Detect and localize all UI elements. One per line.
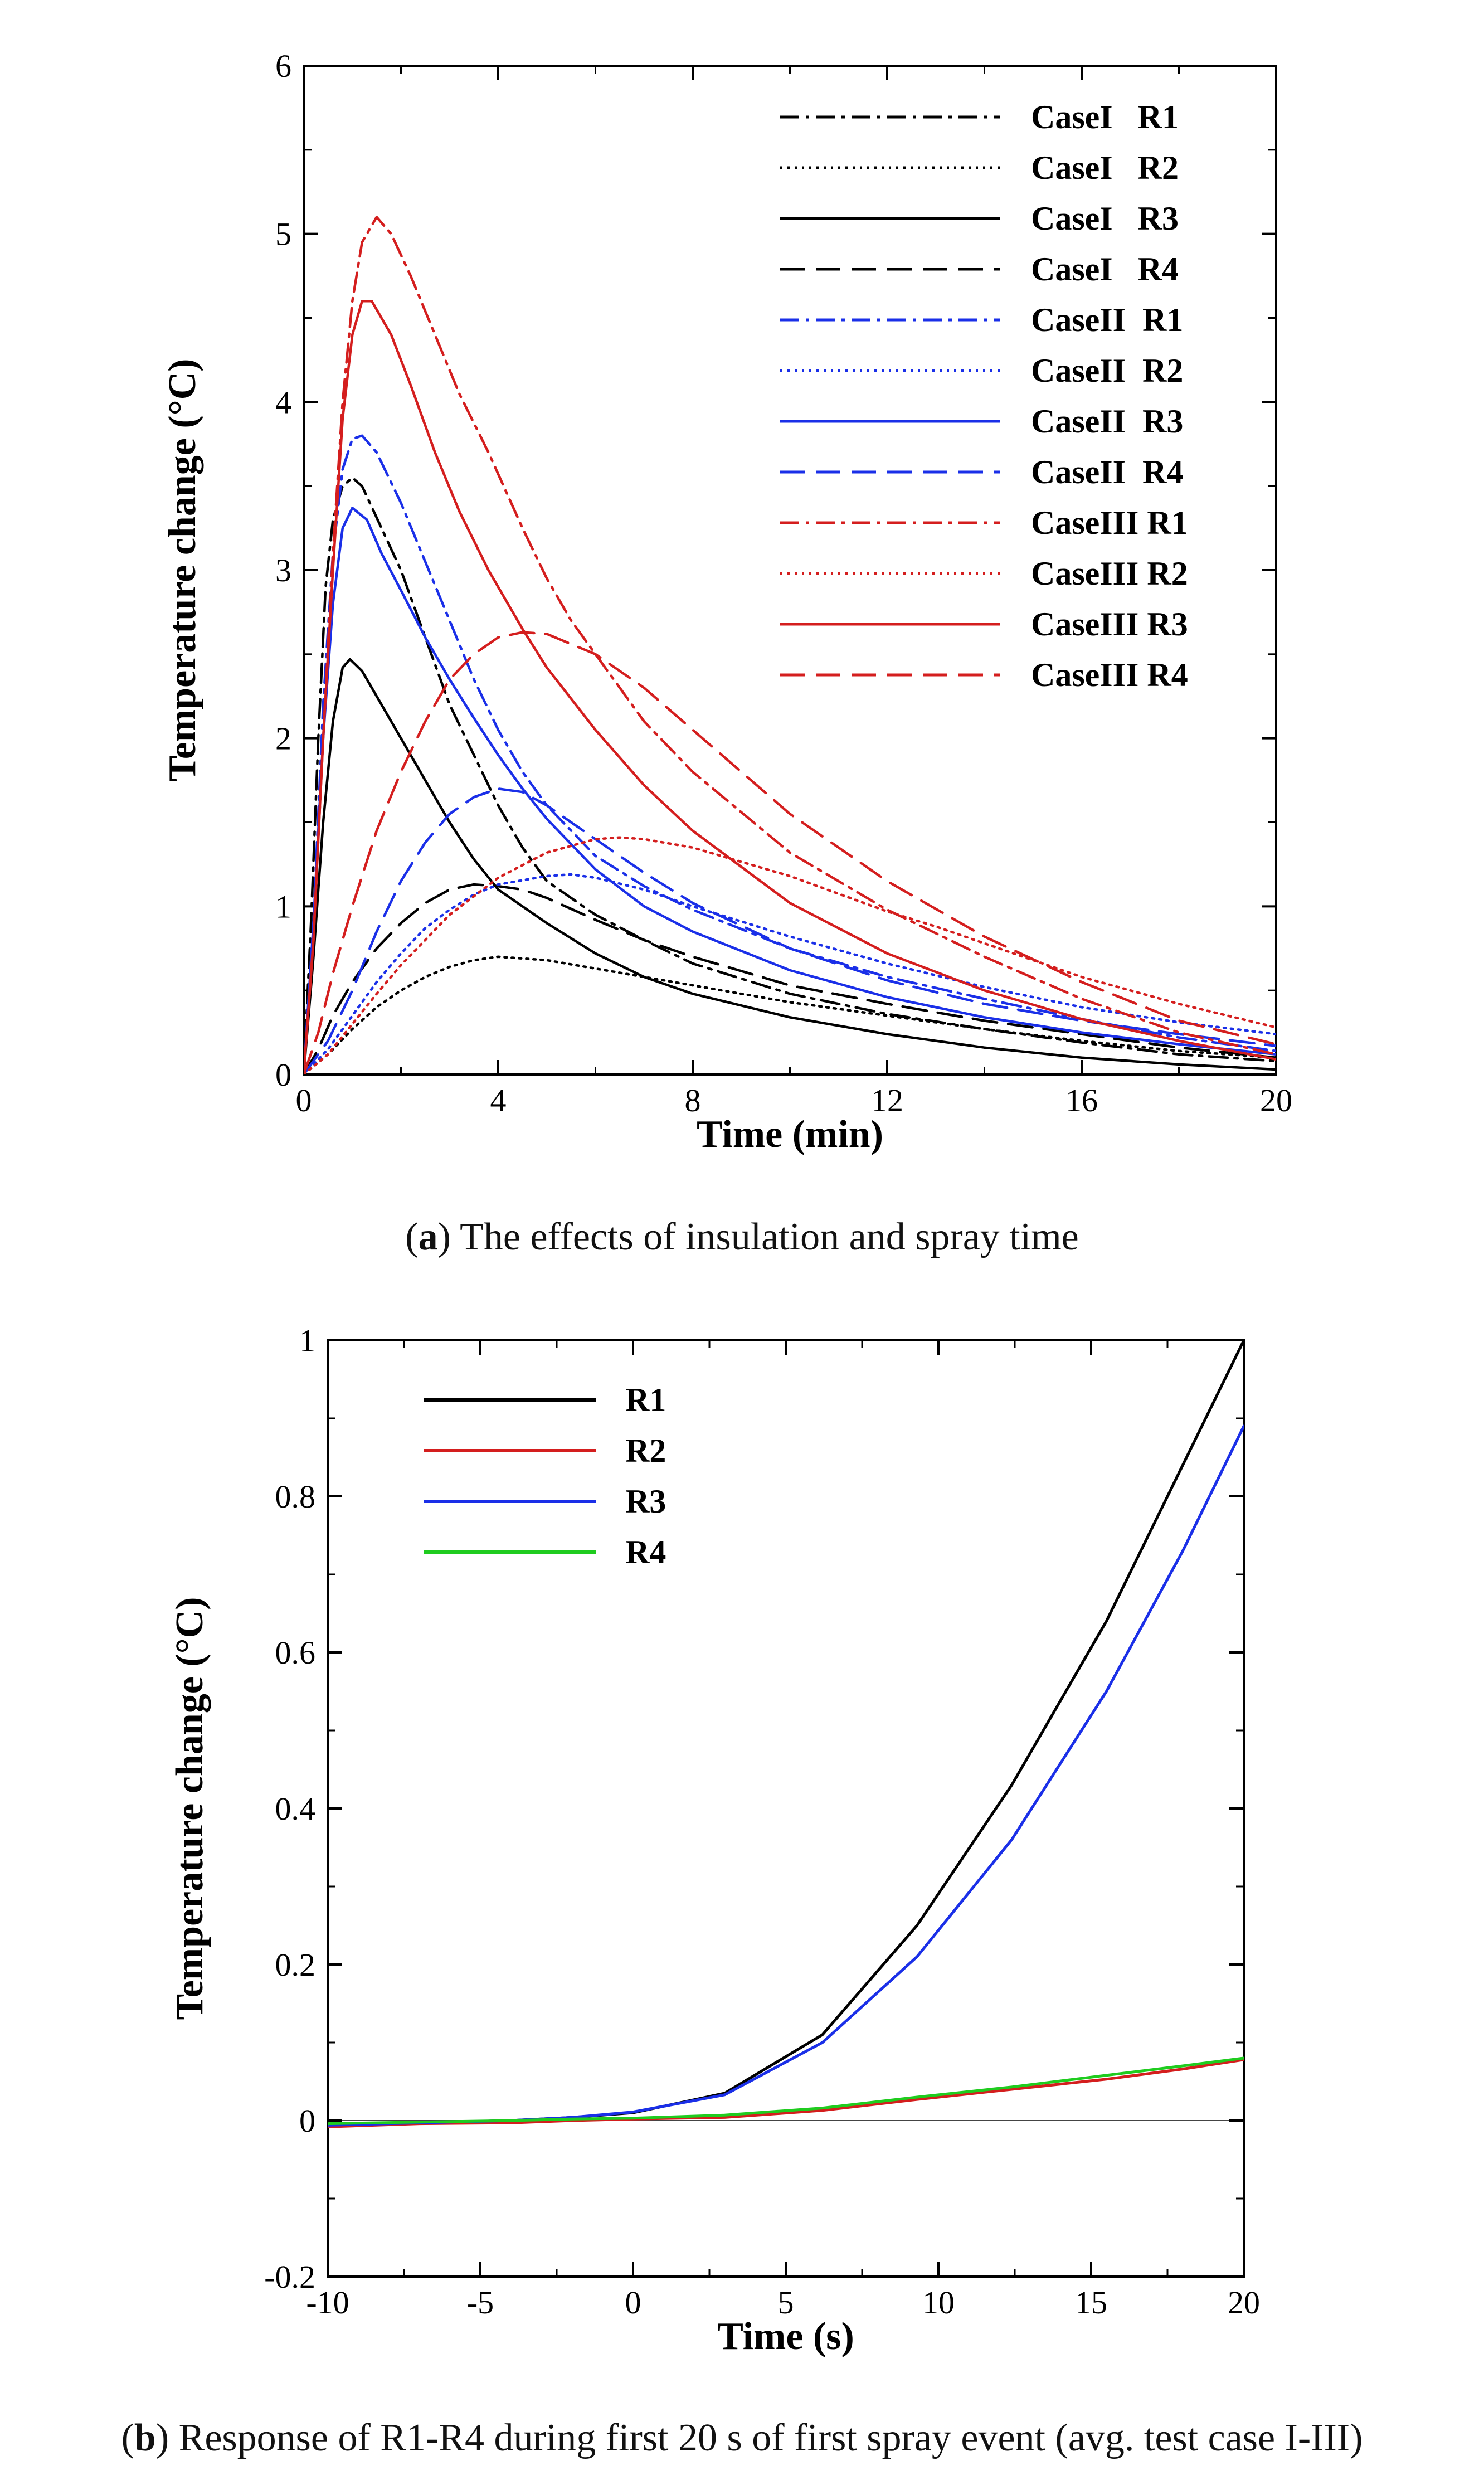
- x-tick-label: 20: [1260, 1082, 1292, 1119]
- x-axis-label: Time (min): [697, 1113, 883, 1156]
- y-tick-label: 2: [275, 721, 291, 757]
- y-tick-label: -0.2: [264, 2259, 315, 2295]
- series-line: [328, 2056, 1244, 2126]
- legend-label: CaseII R3: [1031, 403, 1183, 440]
- legend-label: R3: [625, 1483, 666, 1520]
- caption-a: (a) The effects of insulation and spray …: [405, 1215, 1079, 1258]
- y-tick-label: 0: [275, 1057, 291, 1093]
- x-tick-label: 20: [1228, 2284, 1260, 2321]
- y-tick-label: 1: [299, 1322, 315, 1359]
- x-axis-label: Time (s): [717, 2315, 854, 2358]
- y-tick-label: 0.2: [275, 1947, 316, 1983]
- series-line: [304, 476, 1276, 1074]
- series-line: [304, 787, 1276, 1074]
- series-line: [328, 2058, 1244, 2128]
- y-tick-label: 6: [275, 48, 291, 84]
- y-tick-label: 0.4: [275, 1791, 316, 1827]
- x-tick-label: 8: [685, 1082, 701, 1119]
- x-tick-label: 5: [778, 2284, 794, 2321]
- legend-label: R4: [625, 1534, 666, 1570]
- series-line: [304, 300, 1276, 1074]
- series-group: [328, 1340, 1244, 2128]
- series-line: [328, 1424, 1244, 2127]
- series-line: [304, 216, 1276, 1074]
- legend-label: CaseII R2: [1031, 352, 1183, 389]
- legend-label: CaseII R1: [1031, 302, 1183, 338]
- caption-a-letter: a: [418, 1215, 438, 1258]
- x-tick-label: 12: [871, 1082, 903, 1119]
- caption-b-text: Response of R1-R4 during first 20 s of f…: [178, 2416, 1363, 2459]
- x-tick-label: 10: [922, 2284, 955, 2321]
- x-tick-label: 0: [296, 1082, 312, 1119]
- plot-frame: [327, 1339, 1245, 2278]
- series-line: [304, 631, 1276, 1074]
- caption-b: (b) Response of R1-R4 during first 20 s …: [121, 2416, 1363, 2459]
- y-tick-label: 0: [299, 2103, 315, 2139]
- legend-label: R1: [625, 1382, 666, 1418]
- series-line: [304, 658, 1276, 1074]
- x-tick-label: 16: [1065, 1082, 1098, 1119]
- legend: R1 R2 R3 R4: [424, 1382, 666, 1570]
- series-group: [304, 216, 1276, 1074]
- series-line: [304, 955, 1276, 1074]
- legend-label: CaseI R1: [1031, 99, 1179, 135]
- y-tick-label: 3: [275, 552, 291, 589]
- legend-label: CaseIII R4: [1031, 657, 1188, 693]
- series-line: [304, 507, 1276, 1074]
- legend-label: CaseII R4: [1031, 454, 1183, 490]
- legend-label: CaseI R4: [1031, 251, 1179, 288]
- x-tick-label: 0: [625, 2284, 641, 2321]
- series-line: [304, 873, 1276, 1074]
- y-tick-label: 0.6: [275, 1635, 316, 1671]
- series-line: [304, 836, 1276, 1074]
- y-tick-label: 4: [275, 384, 291, 420]
- y-tick-label: 5: [275, 216, 291, 252]
- series-line: [328, 1340, 1244, 2126]
- legend-label: CaseIII R2: [1031, 555, 1188, 592]
- x-tick-label: -5: [467, 2284, 494, 2321]
- x-tick-label: -10: [306, 2284, 349, 2321]
- legend: CaseI R1 CaseI R2 CaseI R3 CaseI R4 CaseII R…: [780, 99, 1188, 693]
- legend-label: CaseIII R1: [1031, 504, 1188, 541]
- y-axis-label: Temperature change (°C): [168, 1597, 211, 2020]
- legend-label: CaseI R2: [1031, 149, 1179, 186]
- legend-label: R2: [625, 1432, 666, 1469]
- legend-label: CaseIII R3: [1031, 606, 1188, 643]
- series-line: [304, 434, 1276, 1074]
- y-tick-label: 1: [275, 888, 291, 925]
- x-tick-label: 4: [490, 1082, 507, 1119]
- caption-b-letter: b: [134, 2416, 156, 2459]
- legend-label: CaseI R3: [1031, 200, 1179, 237]
- caption-a-text: The effects of insulation and spray time: [460, 1215, 1079, 1258]
- chart-b: -10 -5 0 5 10 15 20 -0.2 0 0.2 0.4 0.6 0.8 1 Time (s) T…: [168, 1322, 1260, 2358]
- x-tick-label: 15: [1075, 2284, 1107, 2321]
- y-axis-label: Temperature change (°C): [161, 359, 204, 782]
- y-tick-label: 0.8: [275, 1479, 316, 1515]
